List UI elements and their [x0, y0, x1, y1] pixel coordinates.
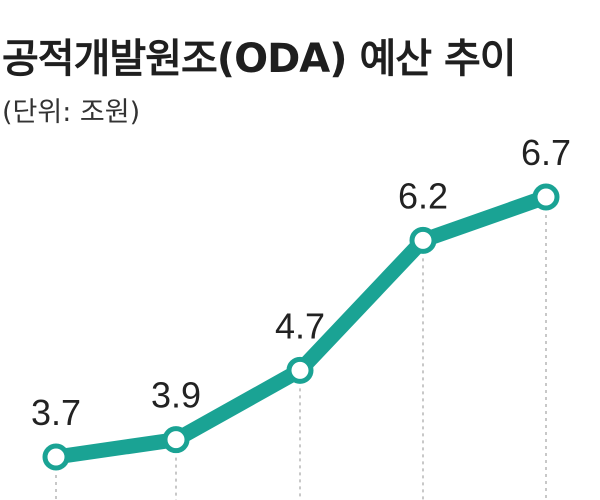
unit-label: (단위: 조원) [2, 97, 141, 128]
data-point [42, 443, 70, 471]
data-point [162, 426, 190, 454]
data-point [286, 356, 314, 384]
data-label: 3.9 [151, 375, 201, 416]
data-point [532, 183, 560, 211]
data-label: 3.7 [31, 392, 81, 433]
data-labels: 3.7 3.9 4.7 6.2 6.7 [31, 132, 571, 433]
markers [42, 183, 560, 471]
data-label: 6.7 [521, 132, 571, 173]
data-point [409, 226, 437, 254]
chart-title: 공적개발원조(ODA) 예산 추이 [2, 36, 517, 82]
data-label: 4.7 [275, 305, 325, 346]
data-label: 6.2 [398, 175, 448, 216]
guide-lines [55, 215, 547, 500]
